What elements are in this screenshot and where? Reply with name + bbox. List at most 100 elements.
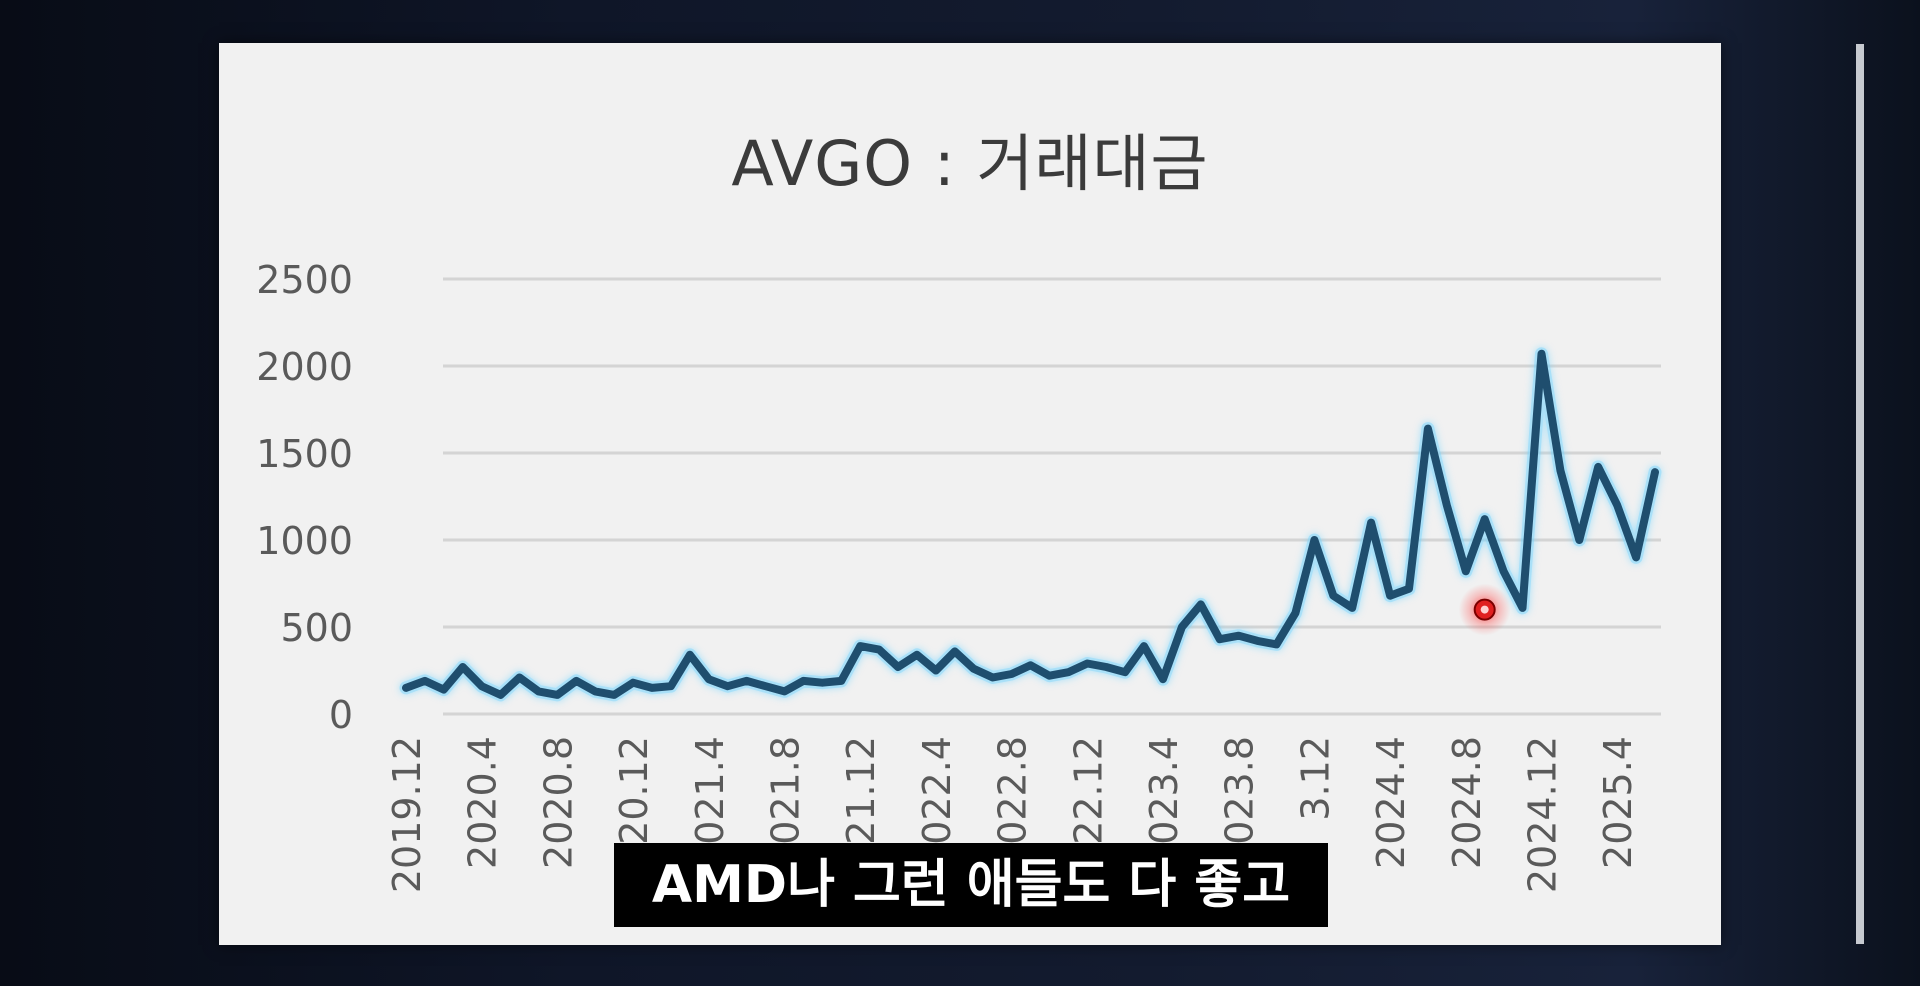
data-point xyxy=(1369,520,1374,525)
data-point xyxy=(650,685,655,690)
x-tick-label: 20.12 xyxy=(612,736,656,845)
data-point xyxy=(877,647,882,652)
data-point xyxy=(460,665,465,670)
chart-title: AVGO : 거래대금 xyxy=(731,127,1209,200)
data-point xyxy=(422,678,427,683)
x-tick-label: 22.12 xyxy=(1066,736,1110,845)
data-point xyxy=(593,689,598,694)
data-point xyxy=(914,652,919,657)
data-point xyxy=(1028,663,1033,668)
y-tick-label: 500 xyxy=(280,606,353,650)
data-point xyxy=(763,684,768,689)
x-tick-label: 2020.8 xyxy=(536,736,580,869)
x-tick-label: 023.8 xyxy=(1218,736,1262,845)
data-point xyxy=(858,644,863,649)
data-point xyxy=(1312,538,1317,542)
data-point xyxy=(952,649,957,654)
highlight-marker-center xyxy=(1480,605,1489,614)
data-point xyxy=(479,684,484,689)
series-line-glow xyxy=(399,347,1662,702)
data-point xyxy=(1501,569,1506,574)
data-point xyxy=(1179,625,1184,629)
x-tick-label: 3.12 xyxy=(1293,736,1337,821)
y-tick-label: 2500 xyxy=(256,258,353,302)
data-point xyxy=(1104,665,1109,670)
x-tick-label: 023.4 xyxy=(1142,736,1186,845)
chart-plot: 0 500 1000 1500 2000 2500 2019.12 2020.4 2020.8… xyxy=(256,258,1662,893)
x-tick-label: 21.12 xyxy=(839,736,883,845)
data-point xyxy=(1293,611,1298,616)
data-point xyxy=(782,689,787,694)
data-point xyxy=(498,692,503,697)
data-point xyxy=(933,668,938,673)
data-point xyxy=(1653,470,1657,475)
data-point xyxy=(1444,503,1449,508)
data-point xyxy=(1539,351,1544,356)
y-tick-label: 1500 xyxy=(256,432,353,476)
data-point xyxy=(1350,605,1355,610)
x-tick-label: 2024.8 xyxy=(1445,736,1489,869)
x-tick-label: 2024.12 xyxy=(1520,736,1564,893)
data-point xyxy=(1274,642,1279,647)
data-point xyxy=(1388,593,1393,598)
data-point xyxy=(574,678,579,683)
gridlines xyxy=(443,277,1661,716)
series-line xyxy=(402,349,1659,699)
data-point xyxy=(612,692,617,697)
data-point xyxy=(1331,593,1336,598)
data-point xyxy=(839,678,844,683)
data-point xyxy=(1255,638,1260,643)
data-point xyxy=(1520,605,1525,610)
data-point xyxy=(744,678,749,683)
x-axis-tick-labels: 2019.12 2020.4 2020.8 20.12 021.4 2021.8 21.12… xyxy=(385,736,1640,893)
chart-card: AVGO : 거래대금 0 500 1000 1500 2000 2500 2019.12… xyxy=(219,43,1721,945)
data-point xyxy=(1123,670,1128,675)
data-point xyxy=(1615,503,1620,508)
series-points xyxy=(404,351,1657,697)
data-point xyxy=(820,680,825,685)
y-tick-label: 1000 xyxy=(256,519,353,563)
data-point xyxy=(1009,671,1014,676)
data-point xyxy=(517,675,522,680)
data-point xyxy=(1066,670,1071,675)
data-point xyxy=(687,652,692,657)
data-point xyxy=(536,689,541,694)
data-point xyxy=(404,685,408,690)
x-tick-label: 022.8 xyxy=(991,736,1035,845)
data-point xyxy=(1596,464,1601,469)
data-point xyxy=(1160,677,1165,682)
series-line-group xyxy=(399,347,1662,702)
x-tick-label: 2019.12 xyxy=(385,736,429,893)
data-point xyxy=(1577,538,1582,542)
data-point xyxy=(631,680,636,685)
data-point xyxy=(555,692,560,697)
x-tick-label: 2024.4 xyxy=(1369,736,1413,869)
x-tick-label: 2020.4 xyxy=(461,736,505,869)
data-point xyxy=(1463,569,1468,574)
x-tick-label: 2025.4 xyxy=(1596,736,1640,869)
adjacent-panel-edge xyxy=(1856,44,1864,944)
data-point xyxy=(1558,468,1563,473)
data-point xyxy=(1634,555,1639,560)
data-point xyxy=(990,675,995,680)
y-tick-label: 2000 xyxy=(256,345,353,389)
x-tick-label: 021.4 xyxy=(688,736,732,845)
data-point xyxy=(1142,644,1147,649)
data-point xyxy=(1406,586,1411,591)
data-point xyxy=(1198,602,1203,607)
data-point xyxy=(1217,637,1222,642)
data-point xyxy=(441,687,446,692)
data-point xyxy=(668,684,673,689)
y-tick-label: 0 xyxy=(329,693,353,737)
highlight-marker-group xyxy=(1458,583,1511,636)
data-point xyxy=(725,684,730,689)
data-point xyxy=(801,678,806,683)
data-point xyxy=(1085,661,1090,666)
x-tick-label: 022.4 xyxy=(915,736,959,845)
video-subtitle-caption: AMD나 그런 애들도 다 좋고 xyxy=(614,843,1328,927)
data-point xyxy=(706,677,711,682)
data-point xyxy=(1236,633,1241,638)
data-point xyxy=(1425,426,1430,431)
data-point xyxy=(1482,517,1487,522)
